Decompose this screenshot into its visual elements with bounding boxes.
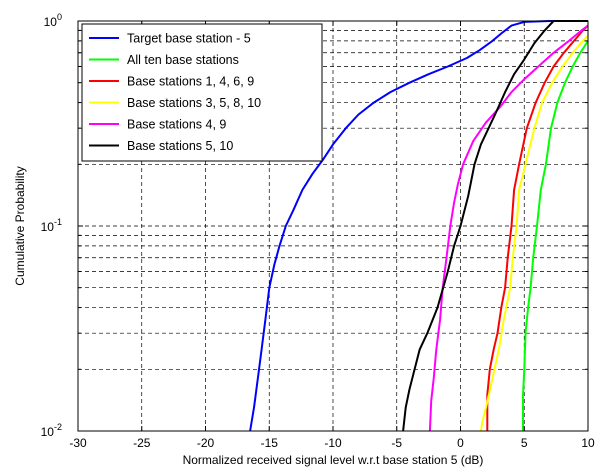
series-lines xyxy=(249,20,589,432)
y-tick-label: 100 xyxy=(44,12,62,29)
x-tick-label: -30 xyxy=(69,436,87,450)
y-axis-label: Cumulative Probability xyxy=(13,166,27,285)
y-tick-label-base: 10 xyxy=(44,15,58,29)
y-tick-label: 10-2 xyxy=(41,422,62,439)
legend-label: Base stations 3, 5, 8, 10 xyxy=(127,96,261,110)
legend-label: Base stations 4, 9 xyxy=(127,118,226,132)
x-tick-label: 5 xyxy=(521,436,528,450)
legend-label: Base stations 5, 10 xyxy=(127,139,233,153)
y-tick-label-base: 10 xyxy=(41,220,55,234)
legend-label: Target base station - 5 xyxy=(127,32,251,46)
x-tick-label: 0 xyxy=(457,436,464,450)
x-tick-label: -25 xyxy=(133,436,151,450)
series-line-2 xyxy=(522,40,589,431)
x-tick-label: 10 xyxy=(581,436,595,450)
series-line-6 xyxy=(402,20,588,432)
legend-label: Base stations 1, 4, 6, 9 xyxy=(127,75,254,89)
y-tick-label-exponent: 0 xyxy=(57,12,62,22)
y-tick-label-exponent: -1 xyxy=(54,217,62,227)
y-tick-label: 10-1 xyxy=(41,217,62,234)
series-line-5 xyxy=(428,24,589,432)
legend-label: All ten base stations xyxy=(127,53,239,67)
x-tick-label: -10 xyxy=(324,436,342,450)
series-line-3 xyxy=(486,24,589,431)
series-line-4 xyxy=(479,34,589,432)
y-tick-label-base: 10 xyxy=(41,425,55,439)
y-tick-label-exponent: -2 xyxy=(54,422,62,432)
x-tick-label: -15 xyxy=(261,436,279,450)
x-tick-label: -20 xyxy=(197,436,215,450)
series-line-1 xyxy=(249,20,588,432)
legend: Target base station - 5 All ten base stat… xyxy=(81,23,323,162)
legend-box xyxy=(81,23,323,162)
x-axis-label: Normalized received signal level w.r.t b… xyxy=(183,453,484,467)
x-tick-label: -5 xyxy=(391,436,402,450)
